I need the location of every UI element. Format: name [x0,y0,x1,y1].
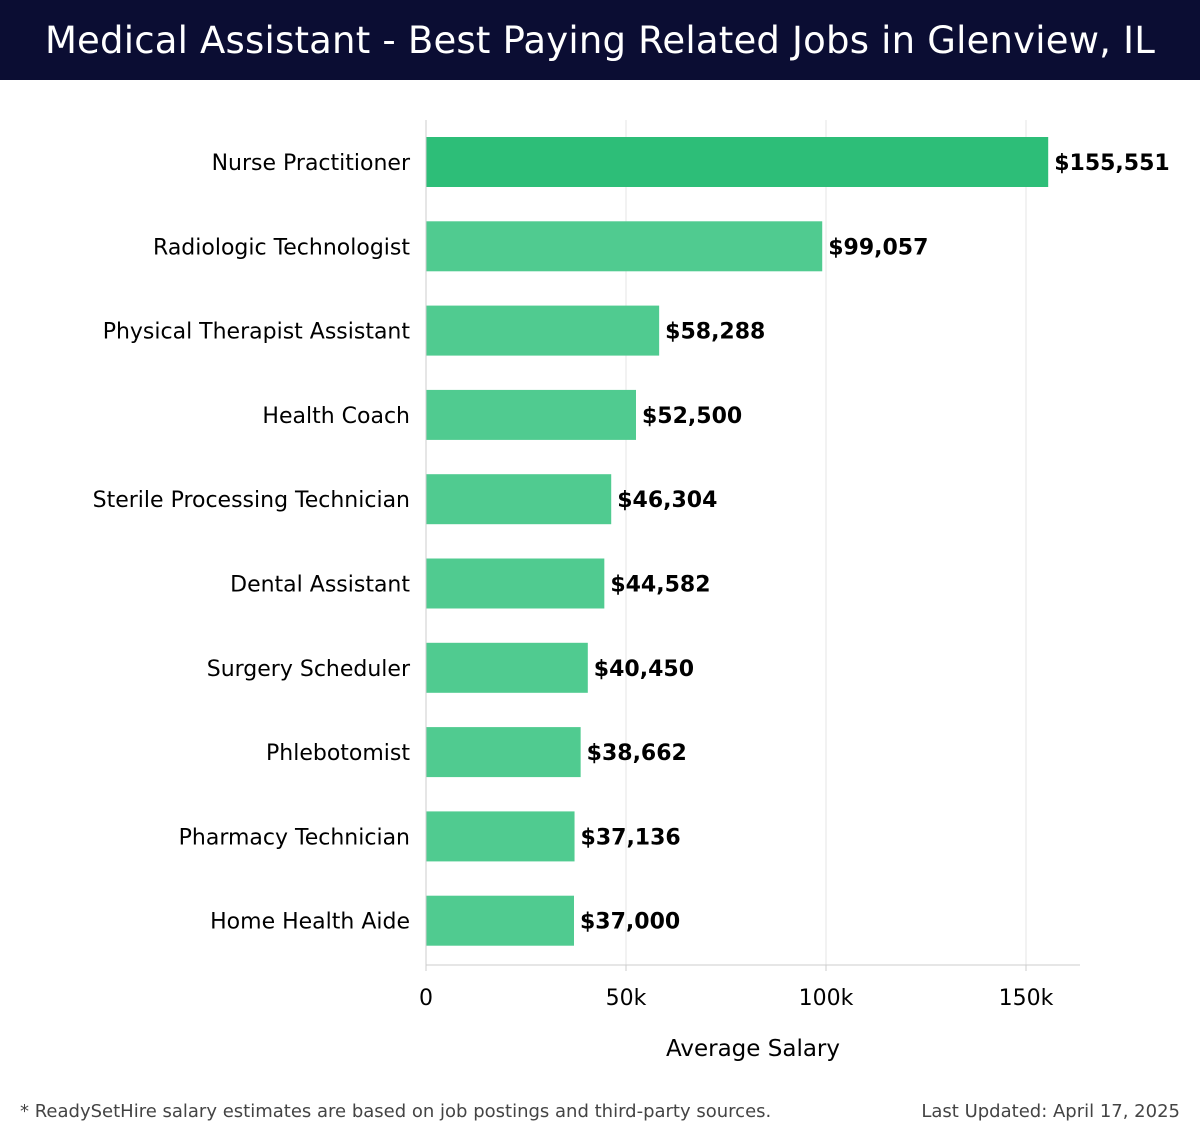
bar [426,811,575,862]
value-label: $44,582 [610,573,710,598]
footer-last-updated: Last Updated: April 17, 2025 [921,1101,1180,1122]
bar [426,137,1049,187]
bar [426,221,823,272]
category-label: Health Coach [262,404,410,429]
value-label: $40,450 [594,657,694,682]
salary-bar-chart: 0 50k 100k 150k Nurse Practitioner $155,551 Ra… [93,120,1170,1062]
bar [426,642,588,693]
footer-disclaimer: * ReadySetHire salary estimates are base… [20,1101,772,1122]
bar [426,389,636,440]
x-axis-title: Average Salary [666,1036,840,1062]
category-label: Radiologic Technologist [153,235,410,260]
category-label: Phlebotomist [266,741,410,766]
value-label: $58,288 [665,320,765,345]
x-tick-label: 50k [606,986,647,1011]
chart-header: Medical Assistant - Best Paying Related … [0,0,1200,80]
bar [426,474,612,525]
value-label: $46,304 [617,488,717,513]
bar [426,895,574,946]
value-label: $52,500 [642,404,742,429]
category-label: Nurse Practitioner [212,151,411,176]
bar [426,558,605,609]
category-label: Physical Therapist Assistant [103,320,411,345]
value-label: $37,136 [581,825,681,850]
category-label: Pharmacy Technician [179,825,410,850]
category-label: Surgery Scheduler [207,657,411,682]
x-tick-label: 150k [999,986,1054,1011]
value-label: $99,057 [828,235,928,260]
value-label: $38,662 [587,741,687,766]
bar [426,727,581,778]
value-label: $37,000 [580,910,680,935]
category-label: Dental Assistant [230,573,410,598]
x-tick-label: 0 [419,986,433,1011]
x-tick-label: 100k [799,986,854,1011]
value-label: $155,551 [1054,151,1170,176]
category-label: Sterile Processing Technician [93,488,410,513]
category-label: Home Health Aide [210,910,410,935]
chart-title: Medical Assistant - Best Paying Related … [44,18,1156,62]
bar [426,305,660,356]
